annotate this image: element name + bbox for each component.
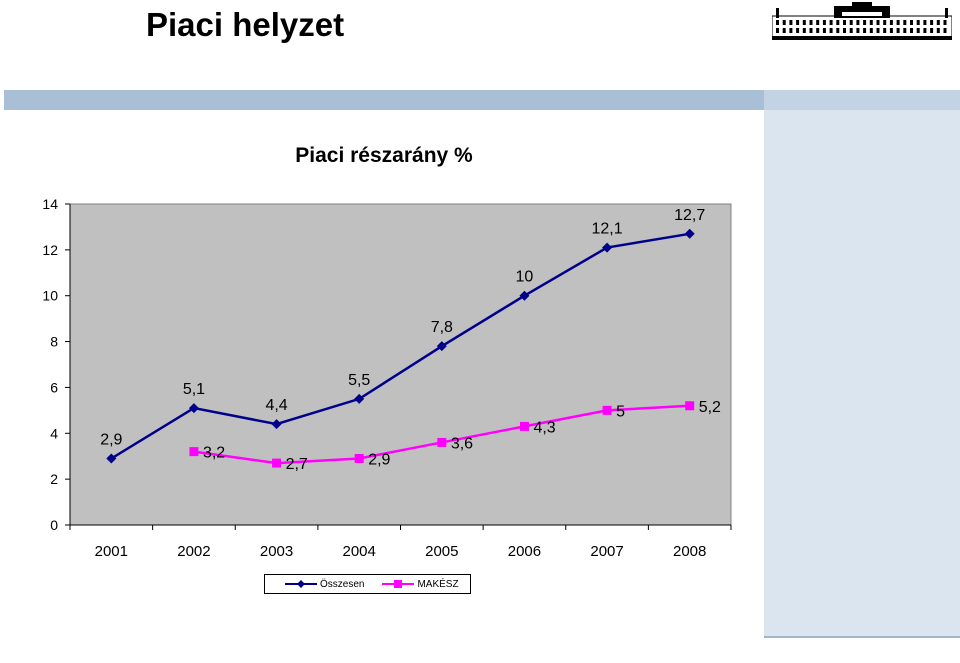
data-label: 5,5	[348, 372, 370, 389]
x-tick-label: 2004	[343, 543, 376, 560]
side-panel-divider	[764, 636, 960, 638]
plot-area	[69, 203, 732, 526]
slide-title: Piaci helyzet	[146, 6, 345, 43]
data-label: 12,1	[591, 221, 622, 238]
data-label: 4,4	[265, 397, 287, 414]
data-label: 5,2	[699, 399, 721, 416]
data-point	[106, 453, 117, 464]
data-point	[188, 403, 199, 414]
x-tick-label: 2003	[260, 543, 293, 560]
data-label: 3,6	[451, 435, 473, 452]
y-tick-label: 0	[50, 517, 58, 533]
data-label: 12,7	[674, 207, 705, 224]
legend-marker-diamond	[285, 580, 317, 588]
data-point	[685, 401, 695, 411]
data-label: 3,2	[203, 445, 225, 462]
data-label: 4,3	[533, 419, 555, 436]
data-label: 2,9	[368, 452, 390, 469]
data-label: 10	[516, 269, 534, 286]
data-point	[437, 437, 447, 447]
header-band	[4, 90, 764, 110]
side-panel	[764, 110, 960, 636]
legend-label-makesz: MAKÉSZ	[417, 578, 459, 590]
data-label: 2,9	[100, 432, 122, 449]
university-building-logo	[772, 2, 952, 40]
legend-marker-square	[382, 580, 415, 588]
market-share-chart: Piaci részarány % 0 2 4 6 8 10 12 14 2001 2002 200…	[42, 144, 732, 560]
data-point	[272, 458, 282, 468]
data-point	[519, 290, 530, 301]
y-tick-label: 8	[50, 334, 58, 350]
legend-item-makesz: MAKÉSZ	[382, 578, 459, 590]
side-band-header	[764, 90, 960, 110]
data-point	[354, 454, 364, 464]
legend-label-osszesen: Összesen	[320, 578, 365, 590]
x-tick-label: 2005	[425, 543, 458, 560]
y-tick-label: 2	[50, 471, 58, 487]
data-point	[271, 419, 282, 430]
x-tick-label: 2006	[508, 543, 541, 560]
data-point	[519, 421, 529, 431]
y-tick-label: 4	[50, 425, 58, 441]
data-point	[602, 242, 613, 253]
data-label: 7,8	[431, 319, 453, 336]
y-tick-label: 12	[42, 242, 58, 258]
data-label: 5	[616, 403, 625, 420]
data-point	[602, 405, 612, 415]
y-tick-label: 14	[42, 196, 58, 212]
data-point	[684, 228, 695, 239]
data-label: 2,7	[286, 456, 308, 473]
x-tick-label: 2001	[95, 543, 128, 560]
data-point	[354, 393, 365, 404]
x-tick-label: 2007	[590, 543, 623, 560]
legend-item-osszesen: Összesen	[285, 579, 364, 590]
chart-legend: Összesen MAKÉSZ	[264, 574, 471, 594]
x-tick-label: 2002	[177, 543, 210, 560]
y-tick-label: 6	[50, 379, 58, 395]
x-tick-label: 2008	[673, 543, 706, 560]
data-point	[189, 447, 199, 457]
y-tick-label: 10	[42, 288, 58, 304]
chart-title: Piaci részarány %	[295, 144, 473, 167]
data-point	[436, 341, 447, 352]
series-line-0	[110, 232, 690, 460]
data-label: 5,1	[183, 381, 205, 398]
